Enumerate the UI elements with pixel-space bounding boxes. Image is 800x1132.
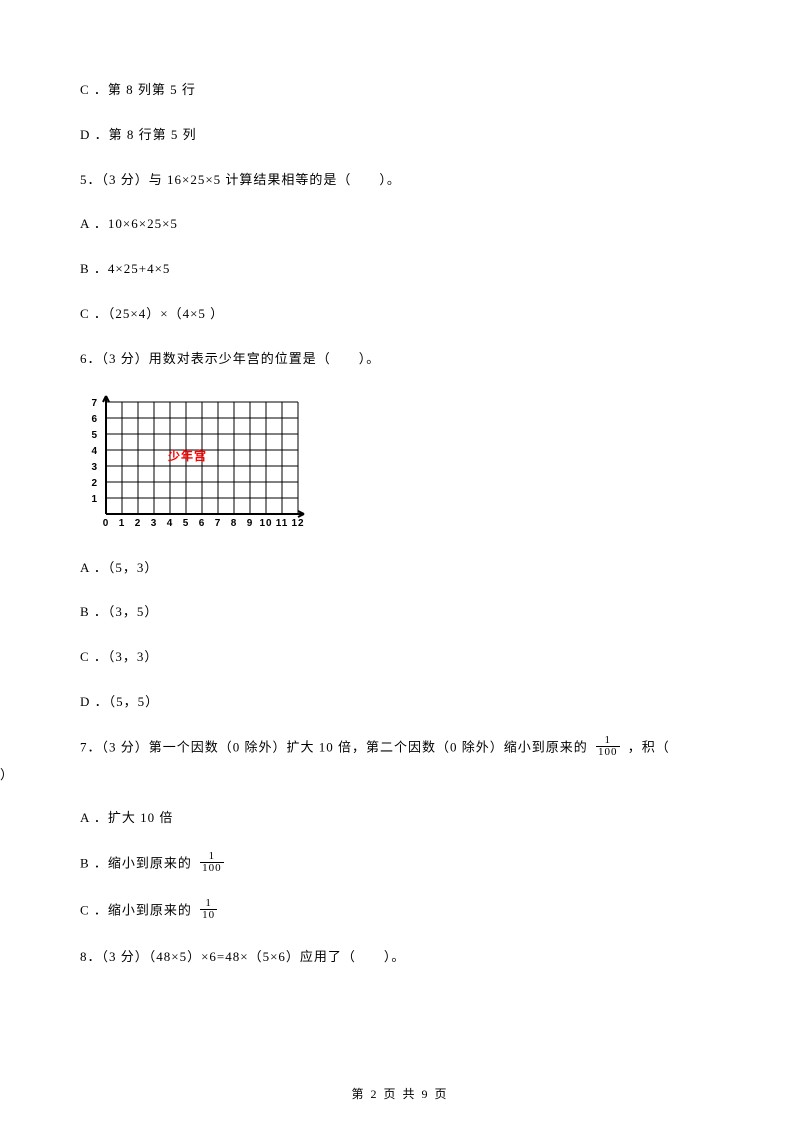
q6-option-c: C ．（3，3） bbox=[80, 647, 720, 668]
q7-post: ，积（ bbox=[628, 739, 670, 754]
q7-stem-frac-num: 1 bbox=[596, 735, 620, 747]
svg-text:3: 3 bbox=[91, 462, 98, 473]
q7-optb-pre: B ．缩小到原来的 bbox=[80, 855, 192, 870]
svg-text:7: 7 bbox=[215, 518, 222, 529]
q7-optb-frac-den: 100 bbox=[200, 863, 224, 874]
q7-option-c: C ．缩小到原来的 1 10 bbox=[80, 900, 720, 923]
q7-pre: 7．（3 分）第一个因数（0 除外）扩大 10 倍，第二个因数（0 除外）缩小到… bbox=[80, 739, 588, 754]
q6-option-a: A ．（5，3） bbox=[80, 558, 720, 579]
q8-stem: 8．（3 分）（48×5）×6=48×（5×6）应用了（ ）。 bbox=[80, 947, 720, 968]
q7-spacer bbox=[80, 784, 720, 808]
page-footer: 第 2 页 共 9 页 bbox=[0, 1085, 800, 1102]
svg-text:5: 5 bbox=[183, 518, 190, 529]
grid-svg: 01234567891011121234567少年宫 bbox=[80, 394, 330, 534]
svg-text:6: 6 bbox=[199, 518, 206, 529]
svg-text:0: 0 bbox=[103, 518, 110, 529]
q5-option-a: A ．10×6×25×5 bbox=[80, 214, 720, 235]
svg-text:12: 12 bbox=[291, 518, 304, 529]
page-body: C ．第 8 列第 5 行 D ．第 8 行第 5 列 5．（3 分）与 16×… bbox=[0, 0, 800, 967]
svg-text:2: 2 bbox=[91, 478, 98, 489]
q7-stem-frac-den: 100 bbox=[596, 747, 620, 758]
svg-text:7: 7 bbox=[91, 398, 98, 409]
q6-option-b: B ．（3，5） bbox=[80, 602, 720, 623]
q7-close-paren: ） bbox=[0, 765, 14, 786]
q7-optc-frac-den: 10 bbox=[200, 910, 217, 921]
svg-text:1: 1 bbox=[91, 494, 98, 505]
svg-text:5: 5 bbox=[91, 430, 98, 441]
q7-option-a: A ．扩大 10 倍 bbox=[80, 808, 720, 829]
q6-stem: 6．（3 分）用数对表示少年宫的位置是（ ）。 bbox=[80, 349, 720, 370]
svg-text:3: 3 bbox=[151, 518, 158, 529]
svg-text:少年宫: 少年宫 bbox=[167, 448, 207, 463]
svg-text:6: 6 bbox=[91, 414, 98, 425]
svg-text:8: 8 bbox=[231, 518, 238, 529]
svg-text:9: 9 bbox=[247, 518, 254, 529]
q7-optc-pre: C ．缩小到原来的 bbox=[80, 902, 192, 917]
q5-stem: 5．（3 分）与 16×25×5 计算结果相等的是（ ）。 bbox=[80, 170, 720, 191]
q5-option-b: B ．4×25+4×5 bbox=[80, 259, 720, 280]
q7-optc-fraction: 1 10 bbox=[200, 898, 217, 921]
svg-text:4: 4 bbox=[91, 446, 98, 457]
svg-text:10: 10 bbox=[259, 518, 272, 529]
q5-option-c: C ．（25×4）×（4×5 ） bbox=[80, 304, 720, 325]
svg-text:11: 11 bbox=[276, 518, 289, 529]
q7-option-b: B ．缩小到原来的 1 100 bbox=[80, 853, 720, 876]
q6-option-d: D ．（5，5） bbox=[80, 692, 720, 713]
q7-optc-frac-num: 1 bbox=[200, 898, 217, 910]
svg-text:2: 2 bbox=[135, 518, 142, 529]
svg-text:1: 1 bbox=[119, 518, 126, 529]
q4-option-c: C ．第 8 列第 5 行 bbox=[80, 80, 720, 101]
q6-grid-figure: 01234567891011121234567少年宫 bbox=[80, 394, 720, 538]
q7-optb-frac-num: 1 bbox=[200, 851, 224, 863]
svg-text:4: 4 bbox=[167, 518, 174, 529]
q7-stem-fraction: 1 100 bbox=[596, 735, 620, 758]
q7-stem: 7．（3 分）第一个因数（0 除外）扩大 10 倍，第二个因数（0 除外）缩小到… bbox=[80, 737, 720, 760]
q4-option-d: D ．第 8 行第 5 列 bbox=[80, 125, 720, 146]
q7-optb-fraction: 1 100 bbox=[200, 851, 224, 874]
